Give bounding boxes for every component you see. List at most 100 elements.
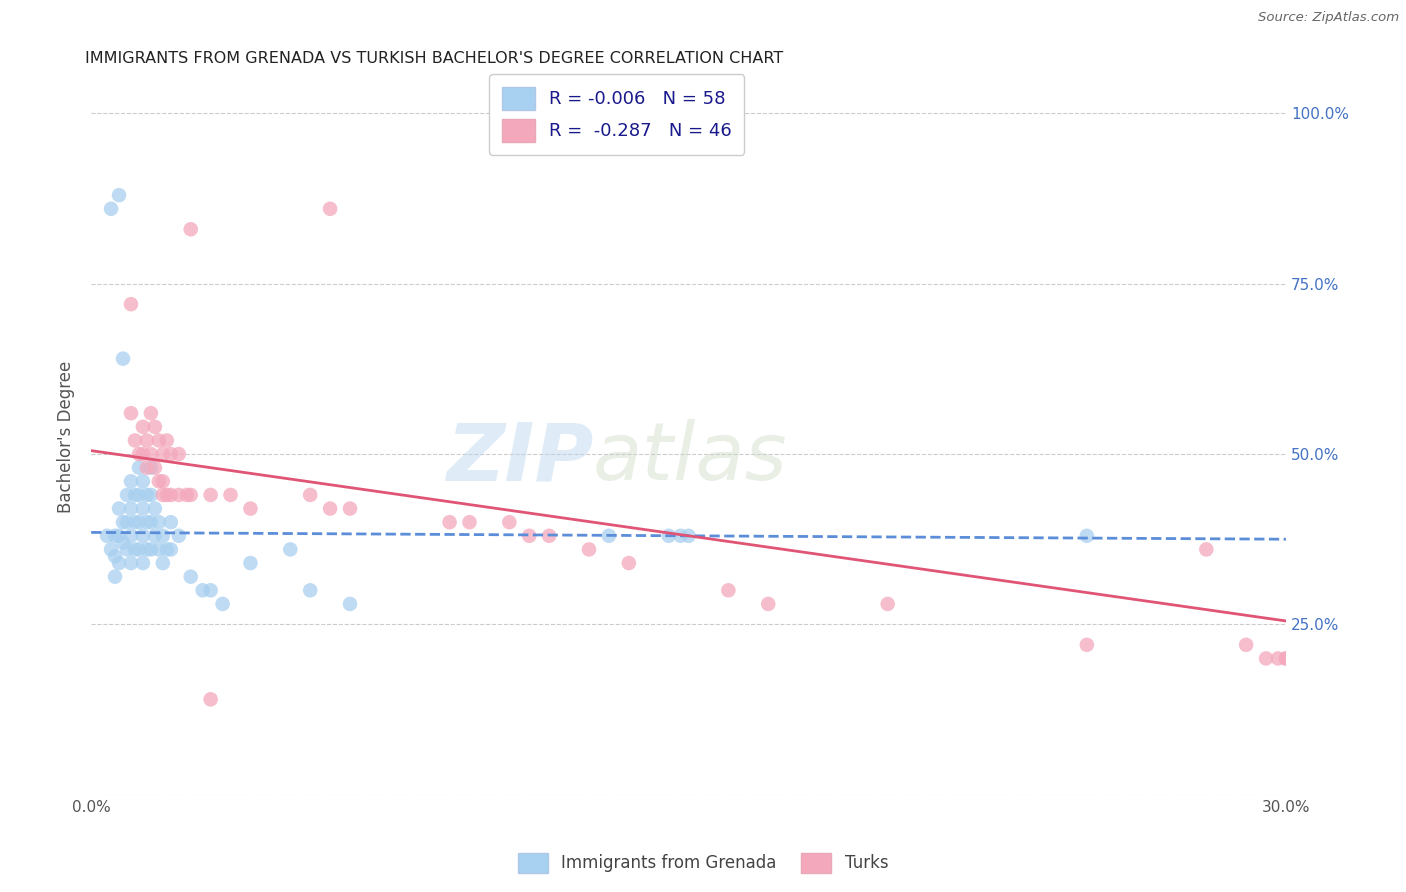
Point (299, 488, 322, 502)
Point (152, 475, 174, 489)
Point (1195, 542, 1218, 557)
Point (1267, 651, 1289, 665)
Point (1275, 651, 1298, 665)
Point (458, 515, 481, 529)
Point (239, 501, 262, 516)
Point (124, 488, 146, 502)
Text: atlas: atlas (593, 419, 787, 498)
Point (517, 529, 540, 543)
Point (439, 515, 461, 529)
Point (152, 488, 174, 502)
Point (167, 447, 190, 461)
Point (876, 597, 898, 611)
Point (100, 202, 122, 216)
Point (176, 488, 198, 502)
Point (135, 542, 157, 557)
Point (200, 488, 222, 502)
Point (756, 597, 779, 611)
Point (108, 501, 131, 516)
Point (96, 529, 118, 543)
Point (669, 529, 692, 543)
Point (148, 434, 170, 448)
Point (104, 549, 127, 564)
Point (139, 406, 162, 420)
Point (180, 222, 202, 236)
Point (132, 419, 155, 434)
Point (159, 515, 181, 529)
Point (152, 529, 174, 543)
Point (319, 202, 342, 216)
Point (135, 515, 157, 529)
Point (115, 488, 138, 502)
Point (339, 597, 361, 611)
Point (128, 515, 150, 529)
Point (143, 501, 166, 516)
Point (156, 488, 179, 502)
Point (128, 542, 150, 557)
Point (538, 529, 561, 543)
Point (498, 515, 520, 529)
Point (132, 501, 155, 516)
Point (678, 529, 700, 543)
Legend: R = -0.006   N = 58, R =  -0.287   N = 46: R = -0.006 N = 58, R = -0.287 N = 46 (489, 74, 744, 155)
Point (148, 542, 170, 557)
Point (200, 692, 222, 706)
Text: IMMIGRANTS FROM GRENADA VS TURKISH BACHELOR'S DEGREE CORRELATION CHART: IMMIGRANTS FROM GRENADA VS TURKISH BACHE… (86, 51, 783, 66)
Point (339, 501, 361, 516)
Point (139, 447, 162, 461)
Point (132, 529, 155, 543)
Point (128, 488, 150, 502)
Point (124, 542, 146, 557)
Point (617, 556, 640, 570)
Point (156, 434, 179, 448)
Point (139, 460, 162, 475)
Point (120, 501, 142, 516)
Point (120, 529, 142, 543)
Point (180, 570, 202, 584)
Point (159, 542, 181, 557)
Point (191, 583, 214, 598)
Point (278, 542, 301, 557)
Point (211, 597, 233, 611)
Point (159, 447, 181, 461)
Point (239, 556, 262, 570)
Point (124, 434, 146, 448)
Text: ZIP: ZIP (446, 419, 593, 498)
Point (143, 529, 166, 543)
Point (111, 535, 134, 549)
Point (111, 515, 134, 529)
Point (120, 406, 142, 420)
Point (299, 583, 322, 598)
Point (1254, 651, 1277, 665)
Point (219, 488, 242, 502)
Point (578, 542, 600, 557)
Legend: Immigrants from Grenada, Turks: Immigrants from Grenada, Turks (510, 847, 896, 880)
Point (115, 515, 138, 529)
Point (717, 583, 740, 598)
Point (1234, 638, 1257, 652)
Point (104, 529, 127, 543)
Point (124, 515, 146, 529)
Y-axis label: Bachelor's Degree: Bachelor's Degree (58, 361, 75, 513)
Point (156, 542, 179, 557)
Point (139, 515, 162, 529)
Point (139, 488, 162, 502)
Text: Source: ZipAtlas.com: Source: ZipAtlas.com (1258, 11, 1399, 24)
Point (1076, 638, 1098, 652)
Point (598, 529, 620, 543)
Point (143, 419, 166, 434)
Point (108, 556, 131, 570)
Point (1275, 651, 1298, 665)
Point (180, 488, 202, 502)
Point (135, 488, 157, 502)
Point (120, 556, 142, 570)
Point (152, 556, 174, 570)
Point (120, 475, 142, 489)
Point (148, 515, 170, 529)
Point (135, 434, 157, 448)
Point (143, 460, 166, 475)
Point (128, 447, 150, 461)
Point (167, 488, 190, 502)
Point (128, 460, 150, 475)
Point (159, 488, 181, 502)
